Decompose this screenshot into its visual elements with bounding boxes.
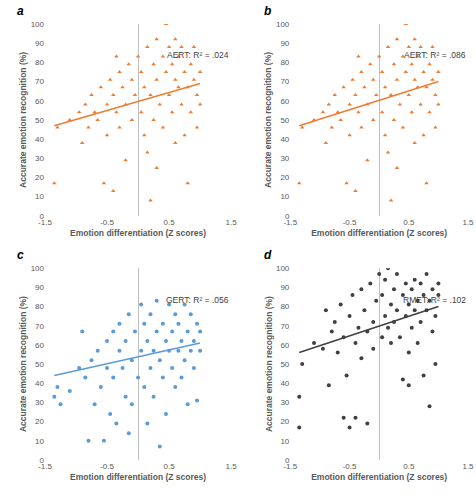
svg-text:-0.5: -0.5 [343,218,357,227]
svg-text:100: 100 [31,20,45,29]
svg-text:40: 40 [280,379,289,388]
svg-text:-1.5: -1.5 [38,218,52,227]
svg-text:0.5: 0.5 [403,218,415,227]
svg-text:100: 100 [276,264,290,273]
svg-text:20: 20 [35,173,44,182]
svg-text:Emotion differentiation (Z sco: Emotion differentiation (Z scores) [311,472,447,482]
svg-text:10: 10 [35,437,44,446]
svg-text:60: 60 [280,341,289,350]
svg-text:0: 0 [40,456,45,465]
svg-text:20: 20 [35,417,44,426]
svg-text:Emotion differentiation (Z sco: Emotion differentiation (Z scores) [311,228,447,238]
svg-text:60: 60 [35,97,44,106]
svg-text:Accurate emotion recognition (: Accurate emotion recognition (%) [18,52,28,188]
svg-text:90: 90 [280,39,289,48]
svg-text:1.5: 1.5 [462,462,474,471]
svg-text:Accurate emotion recognition (: Accurate emotion recognition (%) [264,52,274,188]
svg-text:Accurate emotion recognition (: Accurate emotion recognition (%) [264,296,274,432]
svg-text:60: 60 [35,341,44,350]
svg-text:50: 50 [280,360,289,369]
svg-text:1.5: 1.5 [226,218,238,227]
svg-text:80: 80 [35,58,44,67]
svg-text:70: 70 [35,77,44,86]
svg-text:1.5: 1.5 [462,218,474,227]
svg-text:1.5: 1.5 [226,462,238,471]
svg-text:20: 20 [280,173,289,182]
svg-text:-0.5: -0.5 [343,462,357,471]
svg-text:a: a [17,4,24,18]
svg-text:c: c [17,248,24,262]
svg-text:80: 80 [35,302,44,311]
svg-text:0.5: 0.5 [403,462,415,471]
svg-text:Emotion differentiation (Z sco: Emotion differentiation (Z scores) [70,472,206,482]
svg-text:-0.5: -0.5 [100,218,114,227]
svg-text:Accurate emotion recognition (: Accurate emotion recognition (%) [18,296,28,432]
svg-text:70: 70 [280,322,289,331]
svg-text:100: 100 [276,20,290,29]
svg-text:100: 100 [31,264,45,273]
svg-text:-1.5: -1.5 [283,218,297,227]
svg-text:50: 50 [35,360,44,369]
svg-text:d: d [264,248,272,262]
svg-text:90: 90 [280,283,289,292]
svg-text:70: 70 [35,322,44,331]
svg-text:RMET: R² = .102: RMET: R² = .102 [403,295,466,305]
svg-text:40: 40 [35,135,44,144]
svg-text:30: 30 [280,154,289,163]
svg-text:-1.5: -1.5 [283,462,297,471]
svg-text:Emotion differentiation (Z sco: Emotion differentiation (Z scores) [70,228,206,238]
svg-text:50: 50 [35,116,44,125]
svg-text:AERT: R² = .024: AERT: R² = .024 [167,50,229,60]
svg-text:10: 10 [280,437,289,446]
svg-text:10: 10 [35,192,44,201]
svg-text:0: 0 [40,212,45,221]
svg-text:30: 30 [35,398,44,407]
svg-text:40: 40 [280,135,289,144]
svg-text:30: 30 [280,398,289,407]
svg-text:0.5: 0.5 [164,218,176,227]
svg-text:80: 80 [280,58,289,67]
svg-text:70: 70 [280,77,289,86]
svg-text:-1.5: -1.5 [38,462,52,471]
svg-text:90: 90 [35,39,44,48]
svg-text:-0.5: -0.5 [100,462,114,471]
svg-text:80: 80 [280,302,289,311]
svg-text:0: 0 [285,212,290,221]
svg-text:GERT: R² = .056: GERT: R² = .056 [166,295,229,305]
svg-text:AERT: R² = .086: AERT: R² = .086 [404,50,466,60]
svg-text:10: 10 [280,192,289,201]
svg-text:60: 60 [280,97,289,106]
svg-text:50: 50 [280,116,289,125]
svg-text:0.5: 0.5 [164,462,176,471]
svg-text:30: 30 [35,154,44,163]
svg-text:b: b [264,4,271,18]
svg-text:90: 90 [35,283,44,292]
svg-text:0: 0 [285,456,290,465]
svg-text:40: 40 [35,379,44,388]
svg-text:20: 20 [280,417,289,426]
